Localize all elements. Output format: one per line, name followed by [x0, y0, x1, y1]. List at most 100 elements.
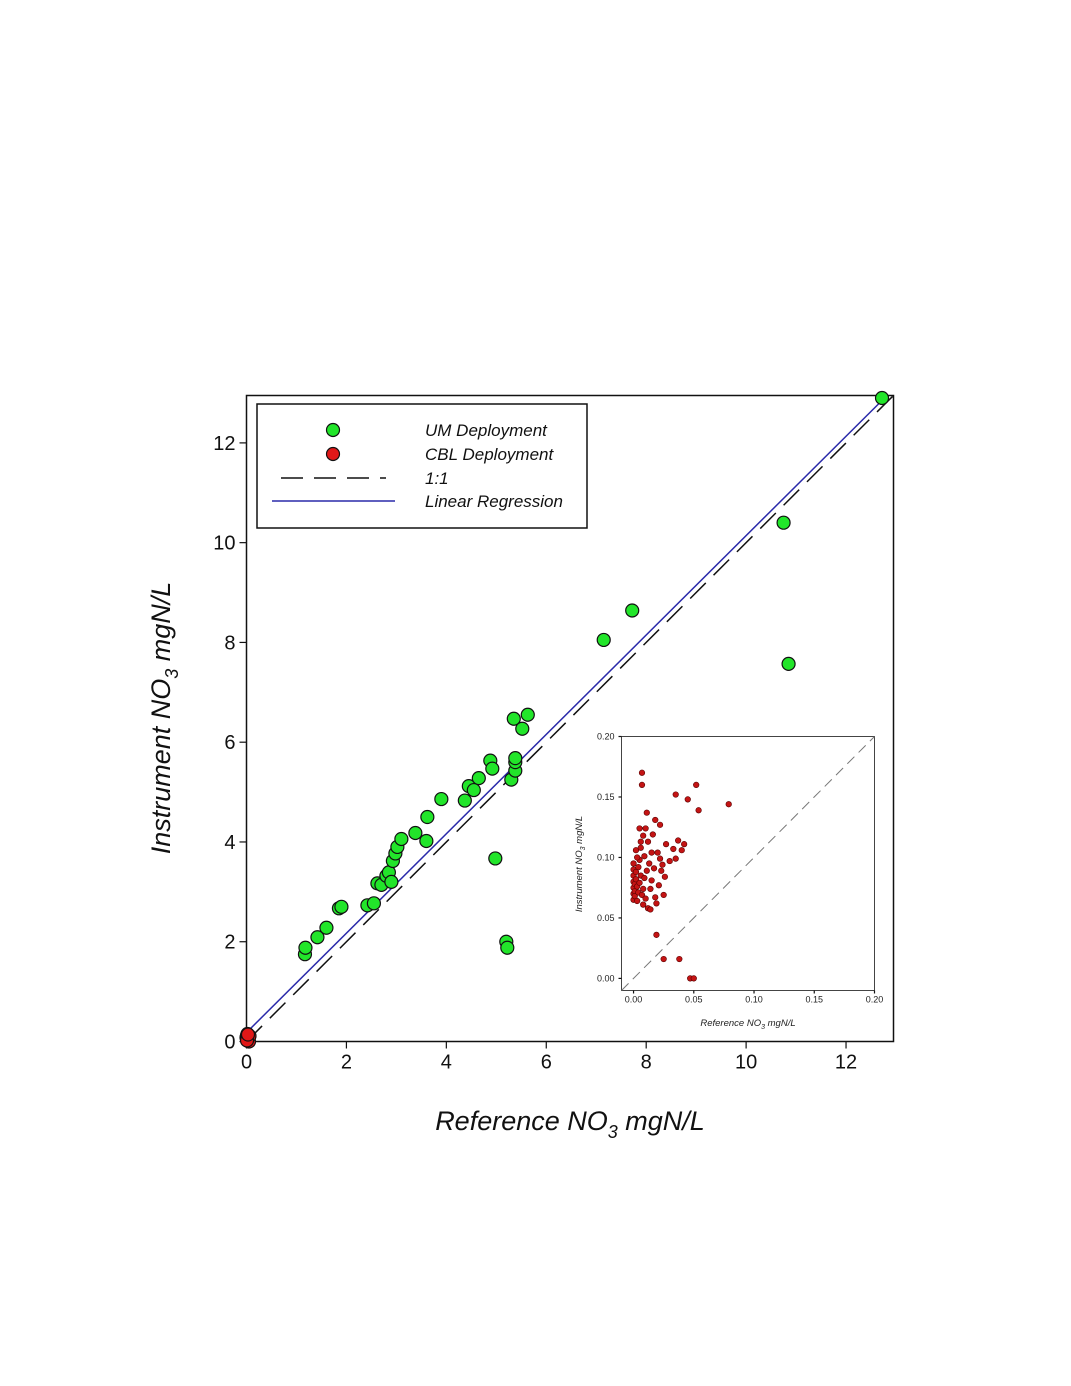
- legend-cbl-label: CBL Deployment: [425, 445, 554, 464]
- inset-point: [640, 832, 647, 839]
- y-axis-title: Instrument NO3 mgN/L: [146, 582, 182, 855]
- inset-point: [632, 876, 640, 883]
- inset-point: [672, 855, 679, 862]
- x-tick-label: 4: [441, 1052, 452, 1074]
- inset-point: [675, 837, 682, 844]
- x-tick-label: 0: [241, 1052, 252, 1074]
- inset-point: [681, 841, 688, 848]
- y-tick-label: 0.15: [597, 792, 615, 802]
- y-tick-label: 4: [224, 832, 235, 854]
- inset-point: [658, 867, 665, 874]
- inset-point: [640, 901, 647, 908]
- inset-point: [690, 975, 697, 982]
- main-point: [500, 940, 515, 955]
- inset-point: [631, 893, 638, 900]
- legend-1to1-label: 1:1: [425, 469, 449, 488]
- main-point: [384, 874, 399, 889]
- inset-y-axis-title: Instrument NO3 mgN/L: [574, 816, 587, 912]
- inset-point: [647, 885, 654, 893]
- inset-point: [636, 879, 643, 886]
- y-tick-label: 0.20: [597, 732, 615, 742]
- inset-point: [641, 874, 648, 882]
- legend-um-marker: [325, 422, 341, 438]
- main-point: [776, 515, 791, 530]
- x-tick-label: 0.00: [625, 995, 643, 1005]
- main-point: [471, 771, 486, 786]
- y-tick-label: 2: [224, 932, 235, 954]
- main-plot-frame: [245, 394, 895, 1043]
- inset-point: [684, 796, 691, 803]
- x-tick-label: 6: [541, 1052, 552, 1074]
- main-point: [508, 751, 523, 766]
- inset-ticks: 0.00 0.05 0.10 0.15 0.20 0.00 0.05 0.10 0.15 0.20: [597, 732, 883, 1005]
- inset-point: [693, 781, 700, 788]
- x-tick-label: 10: [735, 1052, 757, 1074]
- one-to-one-line: [621, 736, 875, 991]
- inset-point: [638, 769, 646, 776]
- x-tick-label: 8: [641, 1052, 652, 1074]
- inset-point: [635, 864, 642, 871]
- inset-point: [670, 845, 677, 853]
- x-tick-label: 2: [341, 1052, 352, 1074]
- inset-point: [637, 838, 644, 845]
- main-point: [420, 809, 435, 825]
- inset-point: [725, 801, 732, 808]
- regression-line: [245, 398, 885, 1034]
- x-tick-label: 0.05: [685, 995, 703, 1005]
- y-tick-label: 0.05: [597, 913, 615, 923]
- inset-point: [676, 955, 683, 963]
- legend-um-label: UM Deployment: [425, 421, 548, 440]
- inset-point: [643, 867, 650, 874]
- inset-point: [678, 847, 685, 854]
- y-tick-label: 6: [224, 732, 235, 754]
- legend-regression-label: Linear Regression: [425, 492, 563, 511]
- main-point: [596, 632, 611, 648]
- x-tick-label: 0.15: [805, 995, 823, 1005]
- inset-point: [672, 791, 679, 798]
- inset-point: [652, 816, 659, 824]
- inset-point: [634, 854, 641, 861]
- main-point: [485, 761, 500, 776]
- inset-point: [655, 882, 662, 889]
- inset-lines: [621, 736, 875, 991]
- inset-point: [653, 900, 660, 907]
- main-point: [319, 920, 334, 935]
- y-tick-label: 8: [224, 632, 235, 654]
- legend-cbl-marker: [325, 446, 341, 462]
- inset-point: [638, 781, 646, 788]
- main-point: [506, 711, 521, 726]
- main-point: [298, 940, 313, 955]
- main-point: [434, 791, 449, 807]
- inset-point: [642, 825, 649, 832]
- x-axis-title: Reference NO3 mgN/L: [435, 1106, 705, 1142]
- inset-point: [650, 865, 658, 872]
- inset-point: [656, 821, 664, 828]
- main-point: [408, 825, 423, 841]
- inset-point: [662, 841, 670, 848]
- inset-point: [660, 955, 667, 963]
- inset-point: [660, 891, 667, 899]
- inset-point: [642, 895, 649, 902]
- inset-point: [661, 873, 668, 880]
- main-ticks: 0 2 4 6 8 10 12 0 2 4 6 8 10 12: [213, 433, 857, 1074]
- main-points: [239, 390, 890, 1049]
- inset-point: [638, 891, 646, 899]
- main-lines: [245, 394, 895, 1043]
- main-point: [310, 930, 325, 945]
- inset-point: [634, 897, 641, 905]
- main-point: [240, 1027, 256, 1042]
- inset-point: [656, 855, 664, 862]
- inset-point: [649, 831, 656, 838]
- inset-point: [652, 894, 659, 901]
- inset-point: [632, 847, 640, 854]
- inset-point: [659, 861, 666, 868]
- main-point: [466, 782, 481, 798]
- y-tick-label: 0.00: [597, 974, 615, 984]
- inset-point: [646, 860, 653, 867]
- main-point: [334, 899, 349, 914]
- inset-point: [636, 825, 643, 832]
- inset-point: [641, 853, 648, 860]
- y-tick-label: 0.10: [597, 853, 615, 863]
- inset-points: [630, 769, 732, 982]
